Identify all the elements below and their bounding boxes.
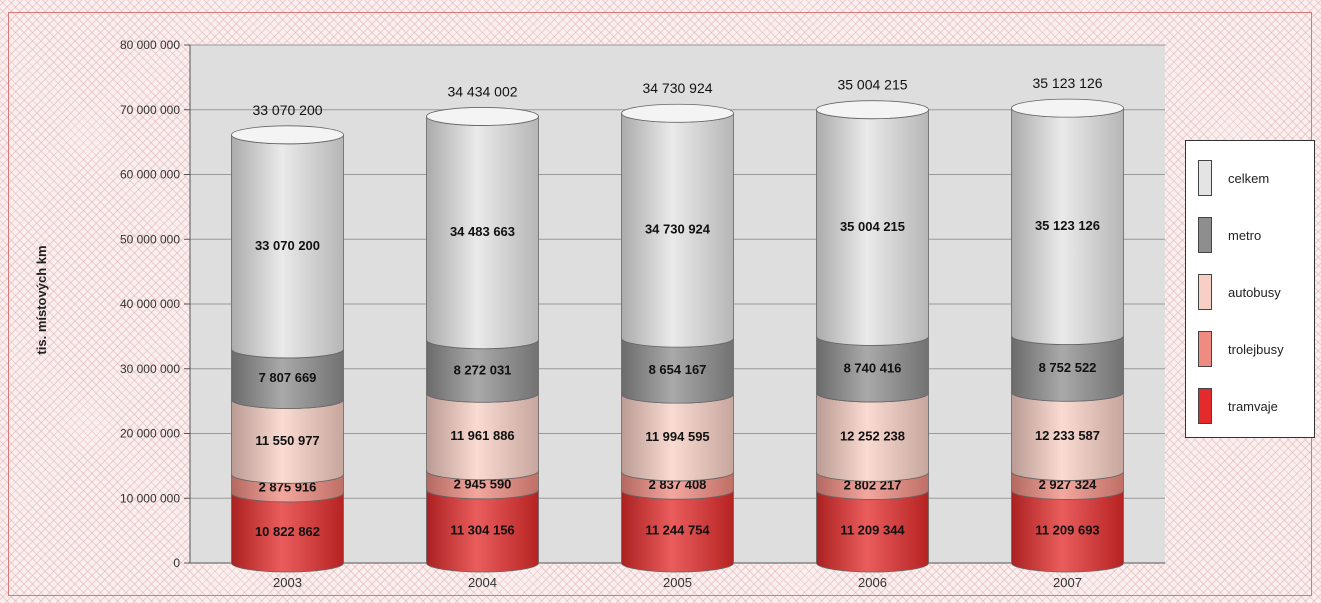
legend-item-trolejbusy: trolejbusy xyxy=(1198,329,1284,369)
legend-swatch-celkem xyxy=(1198,160,1212,196)
cylinder-top-2006 xyxy=(816,100,929,120)
x-tick-label: 2005 xyxy=(663,575,692,590)
data-label-autobusy-2004: 11 961 886 xyxy=(450,428,514,443)
legend-item-celkem: celkem xyxy=(1198,158,1269,198)
x-tick-label: 2007 xyxy=(1053,575,1082,590)
data-label-celkem-2006: 35 004 215 xyxy=(840,219,905,234)
legend-item-autobusy: autobusy xyxy=(1198,272,1281,312)
total-label-2005: 34 730 924 xyxy=(642,80,712,96)
data-label-celkem-2004: 34 483 663 xyxy=(450,224,515,239)
total-label-2004: 34 434 002 xyxy=(447,83,517,99)
y-tick-label: 20 000 000 xyxy=(120,427,180,441)
data-label-tramvaje-2005: 11 244 754 xyxy=(645,523,710,538)
y-tick-label: 0 xyxy=(173,556,180,570)
data-label-metro-2005: 8 654 167 xyxy=(649,362,707,377)
legend: celkem metro autobusy trolejbusy tramvaj… xyxy=(1185,140,1315,438)
data-label-metro-2006: 8 740 416 xyxy=(844,361,902,376)
data-label-celkem-2007: 35 123 126 xyxy=(1035,218,1100,233)
data-label-autobusy-2007: 12 233 587 xyxy=(1035,428,1100,443)
legend-swatch-autobusy xyxy=(1198,274,1212,310)
data-label-tramvaje-2006: 11 209 344 xyxy=(840,523,905,538)
legend-swatch-tramvaje xyxy=(1198,388,1212,424)
y-tick-label: 30 000 000 xyxy=(120,362,180,376)
legend-item-metro: metro xyxy=(1198,215,1261,255)
cylinder-top-2003 xyxy=(231,125,344,145)
data-label-celkem-2003: 33 070 200 xyxy=(255,238,320,253)
data-label-metro-2003: 7 807 669 xyxy=(259,370,317,385)
legend-label-celkem: celkem xyxy=(1228,170,1270,186)
total-label-2006: 35 004 215 xyxy=(837,77,907,93)
data-label-metro-2004: 8 272 031 xyxy=(454,362,512,377)
x-tick-label: 2003 xyxy=(273,575,302,590)
y-tick-label: 50 000 000 xyxy=(120,232,180,246)
data-label-tramvaje-2004: 11 304 156 xyxy=(450,522,514,537)
cylinder-top-2007 xyxy=(1011,98,1124,118)
data-label-autobusy-2005: 11 994 595 xyxy=(645,429,709,444)
legend-swatch-trolejbusy xyxy=(1198,331,1212,367)
cylinder-top-2005 xyxy=(621,103,734,123)
cylinder-top-2004 xyxy=(426,107,539,126)
y-tick-label: 80 000 000 xyxy=(120,38,180,52)
x-tick-label: 2004 xyxy=(468,575,497,590)
total-label-2003: 33 070 200 xyxy=(252,102,322,118)
data-label-tramvaje-2007: 11 209 693 xyxy=(1035,523,1099,538)
data-label-celkem-2005: 34 730 924 xyxy=(645,222,711,237)
legend-label-trolejbusy: trolejbusy xyxy=(1228,341,1284,357)
data-label-autobusy-2003: 11 550 977 xyxy=(255,433,319,448)
legend-label-tramvaje: tramvaje xyxy=(1228,398,1278,414)
data-label-trolejbusy-2004: 2 945 590 xyxy=(454,476,512,491)
data-label-autobusy-2006: 12 252 238 xyxy=(840,429,905,444)
data-label-trolejbusy-2007: 2 927 324 xyxy=(1039,477,1098,492)
data-label-metro-2007: 8 752 522 xyxy=(1039,360,1097,375)
legend-swatch-metro xyxy=(1198,217,1212,253)
y-tick-label: 40 000 000 xyxy=(120,297,180,311)
legend-label-autobusy: autobusy xyxy=(1228,284,1281,300)
total-label-2007: 35 123 126 xyxy=(1032,75,1102,91)
y-tick-label: 60 000 000 xyxy=(120,168,180,182)
y-axis-label: tis. místových km xyxy=(34,245,49,355)
y-tick-label: 70 000 000 xyxy=(120,103,180,117)
data-label-tramvaje-2003: 10 822 862 xyxy=(255,524,320,539)
y-tick-label: 10 000 000 xyxy=(120,491,180,505)
legend-item-tramvaje: tramvaje xyxy=(1198,386,1278,426)
legend-label-metro: metro xyxy=(1228,227,1262,243)
x-tick-label: 2006 xyxy=(858,575,887,590)
